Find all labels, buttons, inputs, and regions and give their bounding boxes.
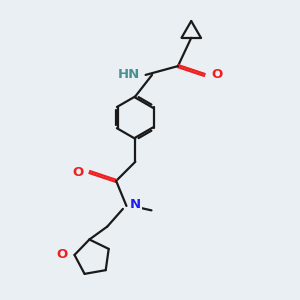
Text: O: O — [72, 166, 83, 178]
Text: HN: HN — [118, 68, 140, 81]
Text: N: N — [130, 198, 141, 211]
Text: O: O — [211, 68, 222, 81]
Text: O: O — [57, 248, 68, 261]
